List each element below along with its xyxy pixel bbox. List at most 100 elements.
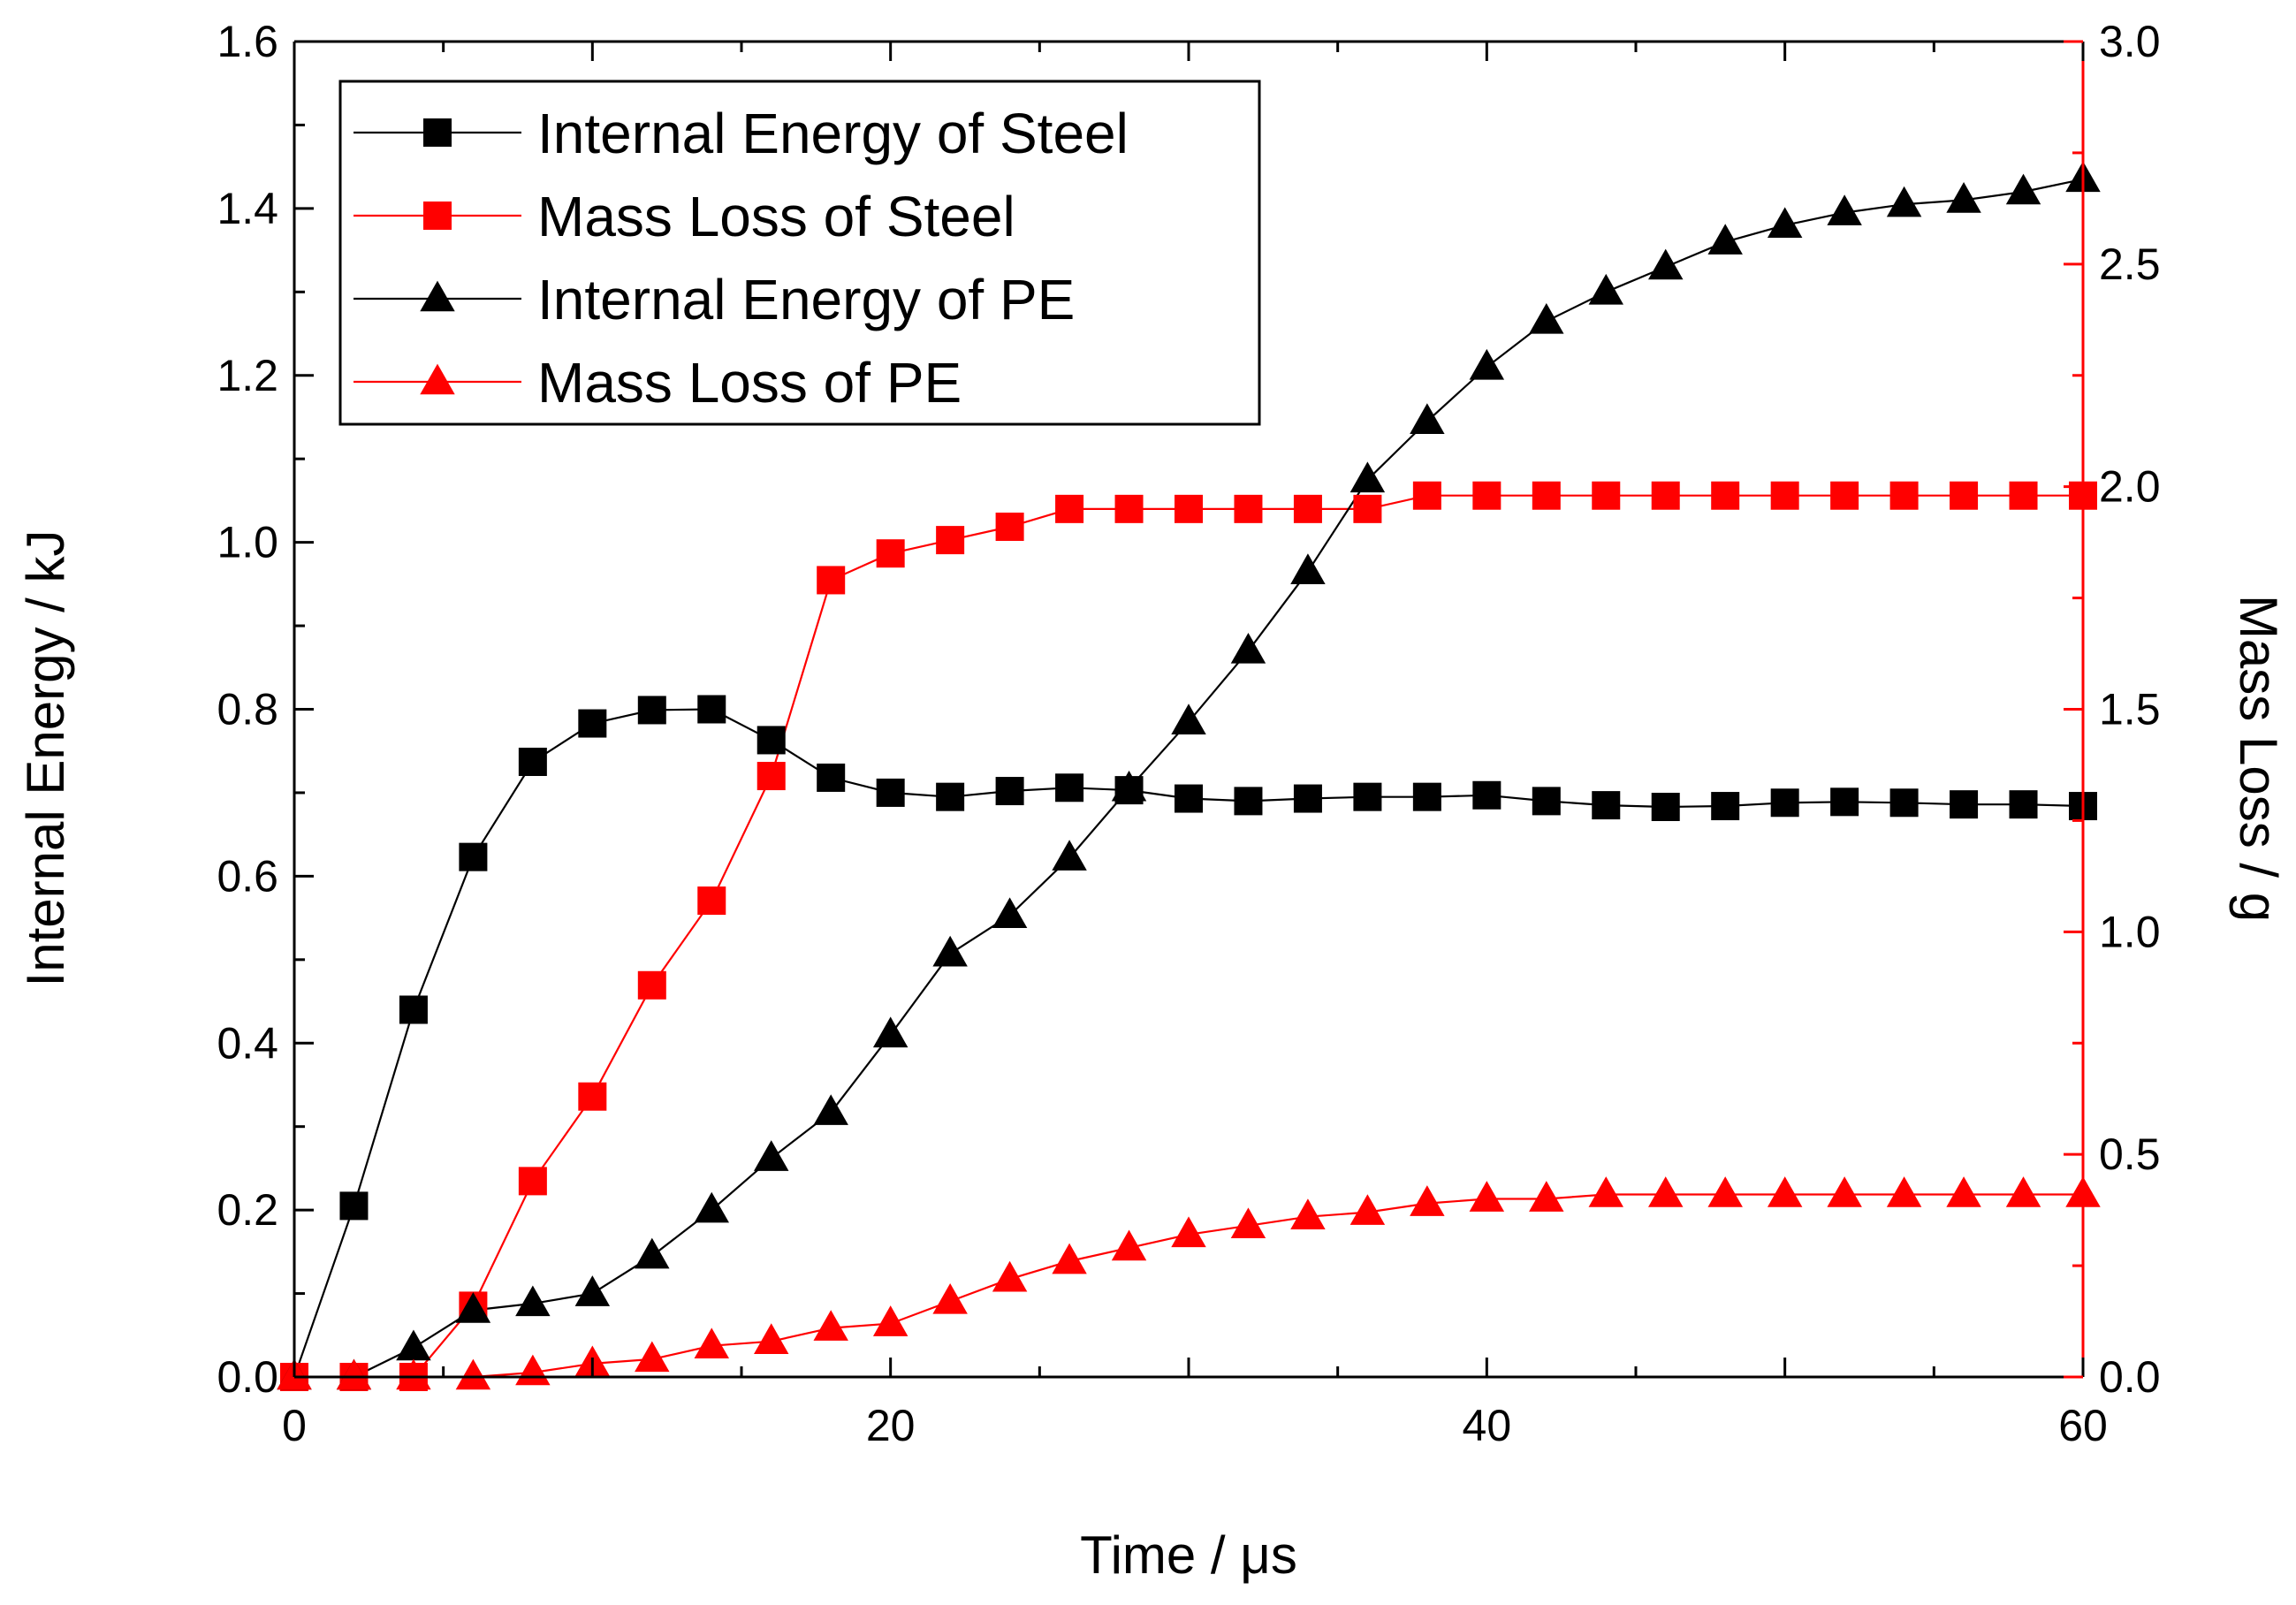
y-right-tick-label: 2.0 bbox=[2099, 462, 2161, 512]
series-1-point bbox=[1412, 782, 1441, 811]
series-2-point bbox=[1293, 494, 1322, 523]
series-3-point bbox=[455, 1292, 491, 1323]
series-1-point bbox=[1175, 784, 1203, 813]
series-3-point bbox=[1290, 553, 1326, 584]
series-2-point bbox=[518, 1167, 547, 1196]
series-markers bbox=[277, 161, 2101, 1391]
series-3-point bbox=[1111, 770, 1147, 802]
y-left-tick-label: 1.0 bbox=[217, 518, 278, 567]
series-4-point bbox=[2005, 1176, 2041, 1207]
series-1-point bbox=[1770, 788, 1799, 818]
series-3-point bbox=[813, 1094, 848, 1125]
series-4-point bbox=[635, 1341, 670, 1373]
series-4-point bbox=[1588, 1176, 1623, 1207]
series-4-point bbox=[1230, 1207, 1266, 1239]
series-3-point bbox=[1171, 704, 1206, 734]
series-4-point bbox=[1886, 1176, 1922, 1207]
series-1-point bbox=[995, 777, 1024, 806]
series-4-point bbox=[1827, 1176, 1862, 1207]
legend-marker-2 bbox=[423, 202, 452, 230]
x-tick-label: 20 bbox=[866, 1401, 916, 1450]
series-1-point bbox=[2009, 790, 2038, 819]
series-3-point bbox=[635, 1237, 670, 1269]
series-4-point bbox=[1171, 1216, 1206, 1248]
series-2-point bbox=[1234, 494, 1263, 523]
legend-marker-4 bbox=[420, 363, 455, 395]
series-3-point bbox=[754, 1140, 789, 1171]
y-left-tick-label: 0.0 bbox=[217, 1352, 278, 1402]
x-tick-label: 60 bbox=[2058, 1401, 2108, 1450]
series-4-point bbox=[1648, 1176, 1684, 1207]
series-3-point bbox=[1946, 182, 1981, 213]
series-4-point bbox=[813, 1310, 848, 1341]
series-2-point bbox=[1472, 481, 1502, 510]
y-left-tick-label: 1.4 bbox=[217, 184, 278, 233]
series-1-point bbox=[578, 709, 607, 738]
series-3-point bbox=[694, 1191, 729, 1223]
series-2-point bbox=[1889, 481, 1919, 510]
series-2-point bbox=[1830, 481, 1859, 510]
series-1-point bbox=[1055, 773, 1084, 802]
series-1-point bbox=[637, 696, 666, 725]
series-2-point bbox=[995, 512, 1024, 541]
series-4-point bbox=[1052, 1243, 1087, 1274]
y-right-tick-label: 3.0 bbox=[2099, 17, 2161, 66]
y-left-tick-label: 0.2 bbox=[217, 1185, 278, 1235]
series-2-point bbox=[817, 566, 846, 595]
series-4-point bbox=[336, 1358, 372, 1390]
x-tick-label: 0 bbox=[282, 1401, 307, 1450]
series-4-point bbox=[396, 1358, 431, 1390]
legend-label-1: Internal Energy of Steel bbox=[537, 102, 1129, 165]
series-1-point bbox=[1830, 787, 1859, 817]
series-3-point bbox=[1230, 632, 1266, 664]
series-1-point bbox=[1472, 780, 1502, 810]
y-left-tick-label: 0.8 bbox=[217, 685, 278, 734]
series-4-point bbox=[992, 1260, 1028, 1292]
series-4-point bbox=[1707, 1176, 1743, 1207]
series-1-point bbox=[876, 778, 905, 807]
series-1-point bbox=[1592, 791, 1621, 820]
y-left-tick-label: 1.2 bbox=[217, 351, 278, 400]
series-3-point bbox=[574, 1275, 611, 1306]
series-2-point bbox=[1711, 481, 1740, 510]
series-3-point bbox=[396, 1329, 431, 1361]
series-2-point bbox=[1114, 494, 1144, 523]
series-1-point bbox=[936, 782, 965, 811]
series-1-point bbox=[1711, 792, 1740, 821]
y-axis-title-left: Internal Energy / kJ bbox=[16, 530, 75, 987]
series-3-point bbox=[1349, 461, 1386, 493]
series-2-point bbox=[637, 970, 666, 1000]
legend-entries: Internal Energy of Steel Mass Loss of Ste… bbox=[354, 102, 1129, 415]
y-right-tick-label: 2.5 bbox=[2099, 240, 2161, 289]
series-2-point bbox=[1651, 481, 1680, 510]
y-axis-title-right: Mass Loss / g bbox=[2229, 595, 2288, 922]
series-3-point bbox=[1827, 194, 1862, 225]
series-1-point bbox=[1532, 787, 1561, 816]
y-left-tick-label: 1.6 bbox=[217, 17, 278, 66]
series-1-point bbox=[1293, 784, 1322, 813]
series-2-point bbox=[1950, 481, 1979, 510]
series-4-point bbox=[1767, 1176, 1803, 1207]
series-4-point bbox=[932, 1282, 968, 1314]
series-4-point bbox=[1349, 1194, 1386, 1225]
y-right-tick-label: 0.0 bbox=[2099, 1352, 2161, 1402]
series-1-point bbox=[817, 763, 846, 792]
series-4-point bbox=[872, 1305, 909, 1336]
series-3-point bbox=[515, 1285, 551, 1317]
legend-box bbox=[338, 80, 1261, 426]
series-2-point bbox=[936, 526, 965, 555]
series-1-point bbox=[697, 695, 726, 724]
legend: Internal Energy of Steel Mass Loss of Ste… bbox=[338, 80, 1261, 426]
series-2-point bbox=[1592, 481, 1621, 510]
series-3-point bbox=[2005, 173, 2041, 205]
series-4-point bbox=[1469, 1181, 1505, 1212]
y-left-tick-label: 0.6 bbox=[217, 851, 278, 901]
series-3-point bbox=[872, 1016, 909, 1048]
legend-marker-3 bbox=[420, 280, 455, 312]
series-4-point bbox=[1410, 1185, 1445, 1216]
axes: 0 20 40 600.00.20.40.60.81.01.21.41.60.00.5… bbox=[217, 17, 2160, 1450]
series-2-point bbox=[578, 1082, 607, 1111]
legend-label-3: Internal Energy of PE bbox=[537, 268, 1075, 331]
series-1-point bbox=[756, 726, 786, 755]
y-right-tick-label: 0.5 bbox=[2099, 1130, 2161, 1179]
